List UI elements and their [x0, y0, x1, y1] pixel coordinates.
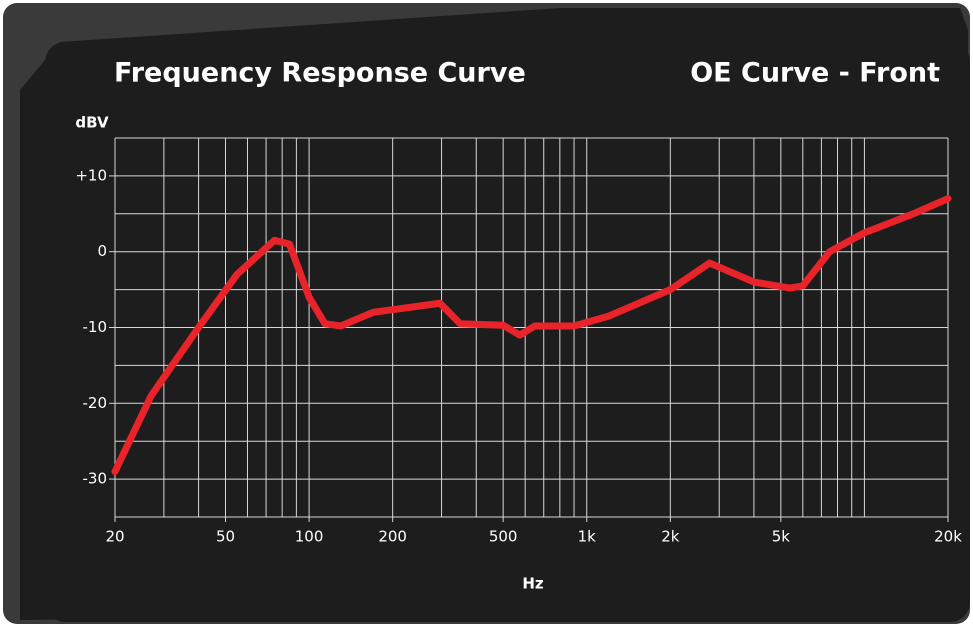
x-tick-label: 20k	[934, 528, 962, 546]
x-tick-label: 1k	[578, 528, 597, 546]
x-tick-label: 50	[216, 528, 235, 546]
x-tick-label: 5k	[772, 528, 791, 546]
x-tick-label: 500	[489, 528, 518, 546]
panel-inner	[45, 42, 970, 622]
chart-subtitle: OE Curve - Front	[690, 58, 940, 89]
response-curve	[111, 195, 952, 476]
y-tick-label: +10	[75, 166, 107, 184]
y-tick-label: -20	[83, 394, 108, 412]
x-tick-label: 200	[378, 528, 407, 546]
x-tick-label: 20	[105, 528, 124, 546]
y-tick-label: 0	[97, 242, 107, 260]
x-tick-label: 2k	[661, 528, 680, 546]
y-axis-label: dBV	[75, 114, 109, 132]
x-tick-label: 100	[295, 528, 324, 546]
chart-title: Frequency Response Curve	[114, 58, 526, 89]
y-tick-label: -10	[83, 318, 108, 336]
x-axis-label: Hz	[522, 575, 544, 593]
y-tick-label: -30	[83, 470, 108, 488]
